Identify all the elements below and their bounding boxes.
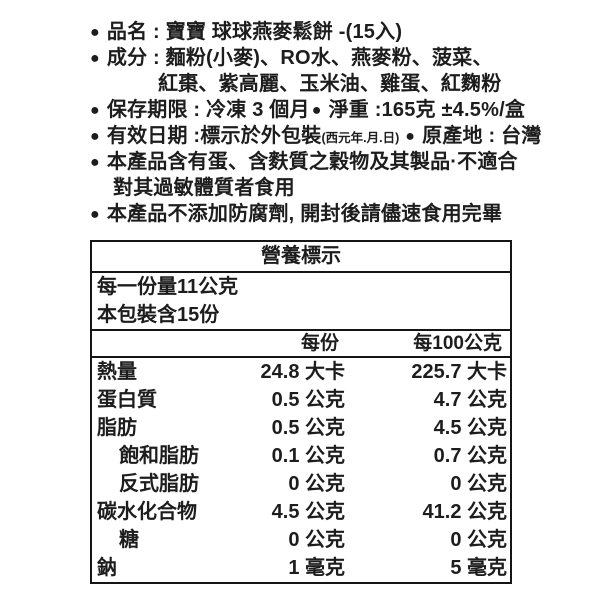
shelf-life-text: 保存期限 : 冷凍 3 個月: [106, 99, 310, 121]
allergen-text-2: 對其過敏體質者食用: [113, 177, 295, 199]
product-name-line: ● 品名 : 寶寶 球球燕麥鬆餅 -(15入): [90, 19, 536, 45]
net-weight-text: 淨重 :165克 ±4.5%/盒: [328, 99, 526, 121]
nutrient-per-serving-value: 1 毫克: [288, 557, 345, 579]
bullet-icon: ●: [90, 102, 100, 119]
nutrition-column-header-row: 每份 每100公克: [92, 331, 510, 358]
bullet-icon: ●: [90, 154, 100, 171]
nutrient-label: 脂肪: [97, 417, 137, 439]
nutrient-label: 反式脂肪: [119, 473, 199, 495]
nutrient-per-100g-value: 225.7 大卡: [411, 361, 507, 383]
nutrient-per-serving-value: 24.8 大卡: [260, 361, 345, 383]
nutrient-label: 鈉: [97, 557, 117, 579]
servings-per-package-text: 本包裝含15份: [97, 304, 220, 326]
nutrient-per-serving-value: 4.5 公克: [271, 501, 345, 523]
ingredients-line-1: ● 成分 : 麵粉(小麥)、RO水、燕麥粉、菠菜、: [90, 45, 536, 71]
nutrient-per-100g-value: 41.2 公克: [422, 501, 507, 523]
nutrition-row-sodium: 鈉 1 毫克 5 毫克: [92, 554, 510, 582]
nutrient-label: 熱量: [97, 361, 137, 383]
nutrition-table-title: 營養標示: [92, 242, 510, 273]
nutrient-per-serving-value: 0.5 公克: [271, 389, 345, 411]
nutrient-label: 碳水化合物: [97, 501, 197, 523]
nutrition-row-saturated-fat: 飽和脂肪 0.1 公克 0.7 公克: [92, 442, 510, 470]
bullet-icon: ●: [90, 206, 100, 223]
bullet-icon: ●: [90, 50, 100, 67]
nutrient-per-100g-value: 0 公克: [450, 529, 507, 551]
bullet-icon: ●: [90, 128, 100, 145]
nutrition-row-calories: 熱量 24.8 大卡 225.7 大卡: [92, 358, 510, 386]
nutrition-row-fat: 脂肪 0.5 公克 4.5 公克: [92, 414, 510, 442]
nutrition-serving-info: 每一份量11公克 本包裝含15份: [92, 273, 510, 331]
nutrient-per-100g-value: 0.7 公克: [433, 445, 507, 467]
nutrient-label: 蛋白質: [97, 389, 157, 411]
serving-size-text: 每一份量11公克: [97, 276, 239, 298]
expiry-origin-line: ● 有效日期 :標示於外包裝(西元年.月.日) ● 原產地 : 台灣: [90, 123, 541, 149]
product-info-list: ● 品名 : 寶寶 球球燕麥鬆餅 -(15入) ● 成分 : 麵粉(小麥)、RO水、…: [90, 19, 541, 227]
nutrient-per-serving-value: 0 公克: [288, 529, 345, 551]
nutrition-row-carbohydrate: 碳水化合物 4.5 公克 41.2 公克: [92, 498, 510, 526]
column-header-per-serving: 每份: [300, 333, 339, 354]
allergen-text-1: 本產品含有蛋、含麩質之穀物及其製品·不適合: [106, 151, 518, 173]
nutrition-row-protein: 蛋白質 0.5 公克 4.7 公克: [92, 386, 510, 414]
shelf-life-net-weight-line: ● 保存期限 : 冷凍 3 個月 ● 淨重 :165克 ±4.5%/盒: [90, 97, 536, 123]
ingredients-text-1: 成分 : 麵粉(小麥)、RO水、燕麥粉、菠菜、: [106, 47, 493, 69]
bullet-icon: ●: [311, 102, 322, 119]
preservative-text: 本產品不添加防腐劑, 開封後請儘速食用完畢: [106, 203, 503, 225]
nutrient-per-100g-value: 5 毫克: [450, 557, 507, 579]
nutrient-per-serving-value: 0 公克: [288, 473, 345, 495]
product-name-text: 品名 : 寶寶 球球燕麥鬆餅 -(15入): [106, 21, 403, 43]
nutrient-per-100g-value: 4.5 公克: [433, 417, 507, 439]
nutrition-table: 營養標示 每一份量11公克 本包裝含15份 每份 每100公克 熱量 24.8 …: [90, 240, 512, 584]
expiry-date-format-note: (西元年.月.日): [321, 131, 400, 145]
allergen-line-2: 對其過敏體質者食用: [90, 175, 536, 201]
column-header-per-100g: 每100公克: [413, 333, 502, 354]
nutrient-label: 糖: [119, 529, 139, 551]
preservative-line: ● 本產品不添加防腐劑, 開封後請儘速食用完畢: [90, 201, 536, 227]
column-header-spacer: [92, 331, 257, 356]
nutrition-row-sugar: 糖 0 公克 0 公克: [92, 526, 510, 554]
nutrient-label: 飽和脂肪: [119, 445, 199, 467]
expiry-date-text: 有效日期 :標示於外包裝: [106, 125, 322, 147]
nutrient-per-serving-value: 0.1 公克: [271, 445, 345, 467]
ingredients-text-2: 紅棗、紫高麗、玉米油、雞蛋、紅麴粉: [158, 73, 502, 95]
nutrient-per-serving-value: 0.5 公克: [271, 417, 345, 439]
ingredients-line-2: 紅棗、紫高麗、玉米油、雞蛋、紅麴粉: [90, 71, 536, 97]
allergen-line-1: ● 本產品含有蛋、含麩質之穀物及其製品·不適合: [90, 149, 536, 175]
nutrient-per-100g-value: 4.7 公克: [433, 389, 507, 411]
origin-text: 原產地 : 台灣: [422, 125, 542, 147]
bullet-icon: ●: [90, 24, 100, 41]
nutrient-per-100g-value: 0 公克: [450, 473, 507, 495]
bullet-icon: ●: [405, 128, 416, 145]
nutrition-row-trans-fat: 反式脂肪 0 公克 0 公克: [92, 470, 510, 498]
